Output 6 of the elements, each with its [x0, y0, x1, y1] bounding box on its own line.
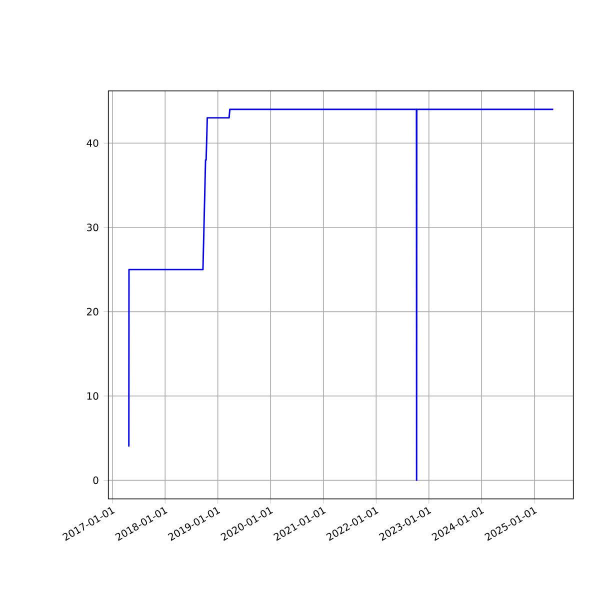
- line-series: [128, 108, 554, 482]
- y-tick-label: 10: [87, 392, 98, 400]
- y-tick-label: 30: [86, 224, 98, 232]
- y-tick-label: 0: [93, 476, 98, 484]
- y-tick-label: 20: [86, 308, 98, 316]
- y-tick-label: 40: [86, 139, 98, 147]
